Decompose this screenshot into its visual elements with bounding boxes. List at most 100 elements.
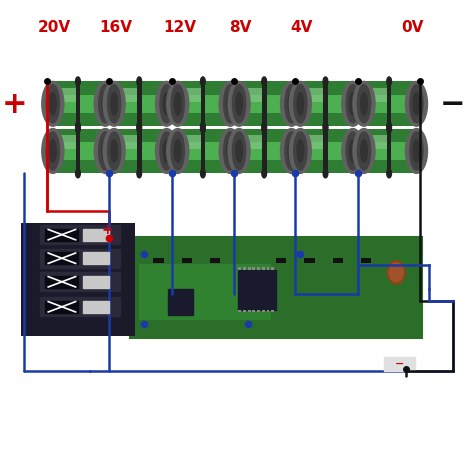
Ellipse shape	[160, 132, 173, 170]
Bar	[117, 88, 138, 101]
Ellipse shape	[323, 77, 328, 86]
Ellipse shape	[227, 92, 234, 115]
Ellipse shape	[137, 77, 142, 86]
Bar	[21, 223, 135, 336]
Ellipse shape	[94, 128, 116, 173]
Ellipse shape	[232, 85, 246, 123]
Ellipse shape	[262, 124, 266, 133]
Ellipse shape	[49, 92, 56, 115]
Ellipse shape	[137, 124, 142, 133]
Bar	[366, 88, 388, 101]
Text: 8V: 8V	[229, 20, 252, 35]
Ellipse shape	[201, 77, 205, 86]
Ellipse shape	[201, 124, 205, 133]
Bar	[364, 82, 414, 126]
Ellipse shape	[108, 132, 121, 170]
Bar	[40, 273, 120, 291]
Bar	[114, 95, 164, 113]
Ellipse shape	[75, 122, 80, 131]
Ellipse shape	[201, 122, 205, 131]
Bar	[178, 142, 228, 160]
Bar	[40, 225, 120, 244]
Ellipse shape	[46, 85, 59, 123]
Bar	[139, 264, 271, 319]
Bar	[75, 82, 80, 126]
Bar	[239, 142, 289, 160]
Bar	[82, 252, 109, 264]
Ellipse shape	[108, 85, 121, 123]
Bar	[364, 128, 414, 173]
Bar	[387, 82, 392, 126]
Bar	[252, 310, 255, 312]
Text: 20V: 20V	[38, 20, 71, 35]
Text: −: −	[440, 91, 465, 119]
Bar	[40, 297, 120, 316]
Ellipse shape	[281, 82, 302, 126]
Bar	[45, 252, 78, 264]
Bar	[266, 267, 269, 270]
Bar	[304, 258, 315, 263]
Ellipse shape	[294, 85, 307, 123]
Bar	[53, 142, 103, 160]
Bar	[262, 128, 266, 173]
Ellipse shape	[349, 140, 356, 162]
Ellipse shape	[410, 85, 423, 123]
Bar	[178, 82, 228, 126]
Ellipse shape	[289, 82, 311, 126]
Bar	[366, 135, 388, 149]
Ellipse shape	[155, 82, 178, 126]
Ellipse shape	[281, 128, 302, 173]
Bar	[271, 310, 274, 312]
Ellipse shape	[405, 128, 428, 173]
Ellipse shape	[413, 92, 420, 115]
Ellipse shape	[288, 92, 295, 115]
Bar	[55, 88, 77, 101]
Bar	[201, 128, 205, 173]
Text: 12V: 12V	[163, 20, 196, 35]
Ellipse shape	[232, 132, 246, 170]
Ellipse shape	[219, 82, 241, 126]
Bar	[238, 270, 276, 310]
Bar	[248, 310, 251, 312]
Bar	[53, 82, 103, 126]
Bar	[262, 310, 264, 312]
Bar	[53, 128, 103, 173]
Bar	[82, 276, 109, 288]
Ellipse shape	[353, 128, 375, 173]
Bar	[45, 301, 78, 313]
Bar	[178, 95, 228, 113]
Bar	[45, 228, 78, 241]
Ellipse shape	[163, 92, 170, 115]
Bar	[257, 310, 260, 312]
Bar	[201, 82, 205, 126]
Ellipse shape	[224, 132, 237, 170]
Ellipse shape	[285, 132, 298, 170]
Text: 4V: 4V	[291, 20, 313, 35]
Ellipse shape	[323, 124, 328, 133]
Ellipse shape	[167, 128, 189, 173]
Bar	[75, 128, 80, 173]
Bar	[323, 128, 328, 173]
Ellipse shape	[103, 82, 125, 126]
Ellipse shape	[410, 132, 423, 170]
Ellipse shape	[323, 122, 328, 131]
Bar	[53, 95, 103, 113]
Ellipse shape	[387, 261, 405, 284]
Ellipse shape	[167, 82, 189, 126]
Ellipse shape	[75, 169, 80, 178]
Ellipse shape	[42, 82, 64, 126]
Bar	[241, 135, 263, 149]
Bar	[239, 95, 289, 113]
Ellipse shape	[342, 82, 364, 126]
Ellipse shape	[342, 128, 364, 173]
Bar	[257, 267, 260, 270]
Ellipse shape	[323, 169, 328, 178]
Text: −: −	[395, 359, 405, 369]
Ellipse shape	[349, 92, 356, 115]
Ellipse shape	[262, 122, 266, 131]
Bar	[182, 258, 192, 263]
Ellipse shape	[219, 128, 241, 173]
Bar	[114, 82, 164, 126]
Bar	[384, 357, 415, 371]
Bar	[303, 88, 324, 101]
